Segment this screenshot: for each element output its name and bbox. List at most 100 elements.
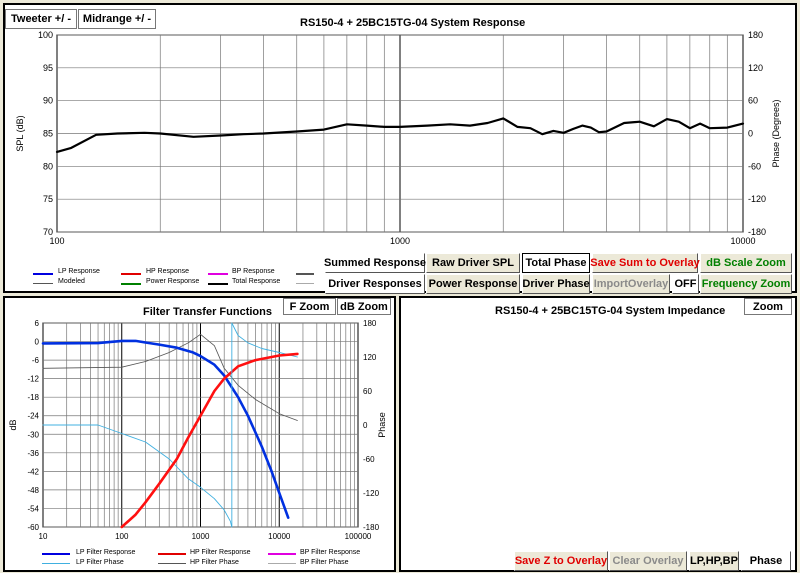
filter-phasetick: 180	[363, 319, 377, 328]
power-response-button[interactable]: Power Response	[426, 274, 520, 294]
clear-overlay-button[interactable]: Clear Overlay	[609, 551, 687, 571]
db-zoom-button[interactable]: dB Zoom	[337, 298, 391, 315]
impedance-panel	[399, 296, 797, 572]
filter-ytick: -54	[27, 504, 39, 513]
filter-ytick: -36	[27, 449, 39, 458]
system-response-phasetick: 60	[748, 96, 758, 106]
system-response-phasetick: 120	[748, 63, 763, 73]
filter-ylabel-left: dB	[8, 419, 18, 430]
legend-lp-filter-phase: LP Filter Phase	[76, 559, 124, 566]
filter-ytick: -12	[27, 375, 39, 384]
filter-phasetick: -60	[363, 455, 375, 464]
legend-lp-filter-response: LP Filter Response	[76, 549, 136, 556]
legend-line-lp-filter	[42, 553, 70, 555]
impedance-title: RS150-4 + 25BC15TG-04 System Impedance	[495, 305, 726, 317]
legend-line-power	[121, 283, 141, 285]
system-response-ytick: 75	[43, 194, 53, 204]
filter-phasetick: -180	[363, 523, 380, 532]
system-response-ytick: 90	[43, 96, 53, 106]
system-response-phasetick: 180	[748, 30, 763, 40]
legend-line-hp-filter	[158, 553, 186, 555]
filter-xtick: 10000	[268, 532, 291, 541]
filter-ytick: 6	[35, 319, 40, 328]
total-phase-button[interactable]: Total Phase	[522, 253, 590, 273]
lp-hp-bp-button[interactable]: LP,HP,BP	[689, 551, 739, 571]
legend-line-hp-phase	[158, 563, 186, 564]
legend-line-hp	[121, 273, 141, 275]
system-response-phasetick: -180	[748, 227, 766, 237]
filter-ytick: -60	[27, 523, 39, 532]
raw-driver-spl-button[interactable]: Raw Driver SPL	[426, 253, 520, 273]
system-response-ylabel-right: Phase (Degrees)	[771, 99, 781, 167]
legend-line-extra	[296, 273, 314, 275]
filter-ytick: -48	[27, 486, 39, 495]
filter-phasetick: 0	[363, 421, 368, 430]
hp-filter-response-line	[120, 352, 299, 529]
filter-xtick: 10	[39, 532, 48, 541]
filter-phasetick: 60	[363, 387, 372, 396]
legend-bp-response: BP Response	[232, 268, 275, 275]
f-zoom-button[interactable]: F Zoom	[283, 298, 336, 315]
system-response-xtick: 100	[49, 236, 64, 246]
system-response-ytick: 95	[43, 63, 53, 73]
system-response-xtick: 1000	[390, 236, 410, 246]
filter-xtick: 100	[115, 532, 129, 541]
legend-line-bp-filter	[268, 553, 296, 555]
driver-phase-button[interactable]: Driver Phase	[522, 274, 590, 294]
import-overlay-button[interactable]: ImportOverlay	[592, 274, 670, 294]
frequency-zoom-button[interactable]: Frequency Zoom	[700, 274, 792, 294]
legend-modeled: Modeled	[58, 278, 85, 285]
lp-filter-phase-wrap-line	[231, 322, 298, 358]
lp-filter-phase-line	[42, 424, 233, 528]
legend-hp-filter-phase: HP Filter Phase	[190, 559, 239, 566]
system-response-ytick: 85	[43, 129, 53, 139]
legend-hp-filter-response: HP Filter Response	[190, 549, 251, 556]
filter-ytick: -42	[27, 467, 39, 476]
filter-phasetick: 120	[363, 353, 377, 362]
impedance-zoom-button[interactable]: Zoom	[744, 298, 792, 315]
system-response-chart: 100 95 90 85 80 75 70 180 120 60 0 -60 -120 -180 100 10…	[15, 30, 781, 246]
legend-line-lp	[33, 273, 53, 275]
legend-total-response: Total Response	[232, 278, 281, 285]
hp-filter-phase-line	[42, 333, 298, 421]
system-response-ylabel-left: SPL (dB)	[15, 115, 25, 151]
legend-line-extra2	[296, 283, 314, 284]
save-sum-to-overlay-button[interactable]: Save Sum to Overlay	[590, 253, 700, 273]
filter-ytick: -6	[32, 356, 40, 365]
filter-ytick: -30	[27, 430, 39, 439]
legend-power-response: Power Response	[146, 278, 200, 285]
db-scale-zoom-button[interactable]: dB Scale Zoom	[700, 253, 792, 273]
total-response-line	[55, 117, 745, 153]
legend-line-total	[208, 283, 228, 285]
summed-response-button[interactable]: Summed Response	[324, 253, 426, 273]
filter-xtick: 1000	[192, 532, 210, 541]
midrange-tab[interactable]: Midrange +/ -	[78, 9, 156, 29]
legend-line-modeled	[33, 283, 53, 284]
legend-line-bp-phase	[268, 563, 296, 564]
system-response-ytick: 100	[38, 30, 53, 40]
legend-bp-filter-phase: BP Filter Phase	[300, 559, 349, 566]
filter-title: Filter Transfer Functions	[143, 306, 272, 318]
system-response-xtick: 10000	[730, 236, 755, 246]
filter-ytick: -24	[27, 412, 39, 421]
system-response-title: RS150-4 + 25BC15TG-04 System Response	[300, 17, 526, 29]
system-response-phasetick: 0	[748, 129, 753, 139]
legend-lp-response: LP Response	[58, 268, 100, 275]
filter-xtick: 100000	[345, 532, 372, 541]
filter-ytick: -18	[27, 393, 39, 402]
system-response-ytick: 70	[43, 227, 53, 237]
system-response-phasetick: -120	[748, 194, 766, 204]
legend-line-bp	[208, 273, 228, 275]
driver-responses-button[interactable]: Driver Responses	[325, 274, 425, 294]
overlay-off-toggle[interactable]: OFF	[672, 274, 699, 294]
filter-ytick: 0	[35, 338, 40, 347]
legend-hp-response: HP Response	[146, 268, 190, 275]
lp-filter-response-line	[41, 339, 290, 520]
legend-bp-filter-response: BP Filter Response	[300, 549, 361, 556]
tweeter-tab[interactable]: Tweeter +/ -	[5, 9, 77, 29]
filter-phasetick: -120	[363, 489, 380, 498]
impedance-phase-button[interactable]: Phase	[741, 551, 791, 571]
save-z-to-overlay-button[interactable]: Save Z to Overlay	[514, 551, 608, 571]
system-response-ytick: 80	[43, 161, 53, 171]
system-response-phasetick: -60	[748, 161, 761, 171]
